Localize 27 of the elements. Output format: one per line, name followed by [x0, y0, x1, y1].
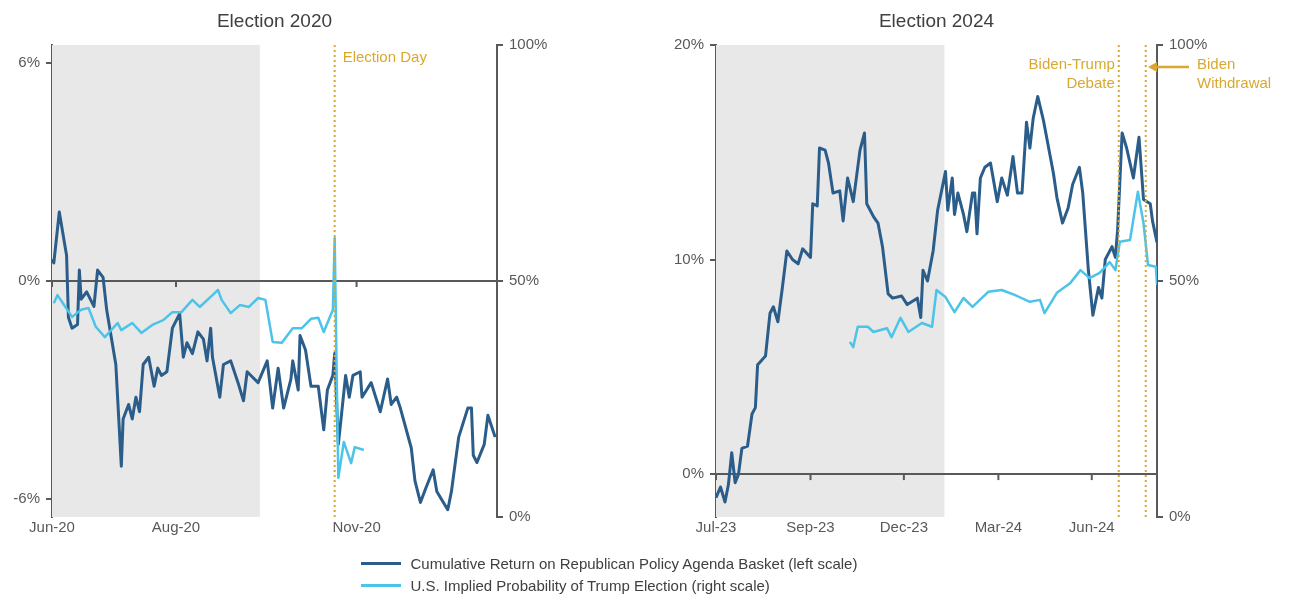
y-tick-label: 10%	[673, 249, 704, 267]
legend-label: Cumulative Return on Republican Policy Agenda Basket (left scale)	[410, 554, 858, 572]
y-tick-label: 0%	[18, 271, 40, 289]
x-tick-label: Jun-20	[29, 518, 75, 536]
x-tick-label: Sep-23	[786, 518, 835, 536]
y2-tick-label: 50%	[509, 271, 540, 289]
y-tick-label: -6%	[13, 488, 40, 506]
x-tick-label: Dec-23	[879, 518, 929, 536]
x-tick-label: Jun-24	[1068, 518, 1115, 536]
y-tick-label: 20%	[673, 35, 704, 53]
legend-label: U.S. Implied Probability of Trump Election (right scale)	[410, 576, 770, 594]
chart-title: Election 2024	[878, 10, 995, 32]
y-tick-label: 6%	[18, 53, 40, 71]
y2-tick-label: 0%	[1169, 507, 1191, 525]
y2-tick-label: 100%	[1169, 35, 1208, 53]
y2-tick-label: 50%	[1169, 271, 1200, 289]
ref-line-label: Biden Withdrawal	[1197, 55, 1272, 92]
ref-line-label: Election Day	[342, 48, 428, 66]
chart-title: Election 2020	[216, 10, 333, 32]
y-tick-label: 0%	[682, 464, 704, 482]
y2-tick-label: 100%	[509, 35, 548, 53]
y2-tick-label: 0%	[509, 507, 531, 525]
x-tick-label: Aug-20	[151, 518, 201, 536]
x-tick-label: Mar-24	[974, 518, 1023, 536]
ref-line-label: Biden-Trump Debate	[1028, 55, 1115, 92]
x-tick-label: Jul-23	[695, 518, 737, 536]
x-tick-label: Nov-20	[332, 518, 381, 536]
